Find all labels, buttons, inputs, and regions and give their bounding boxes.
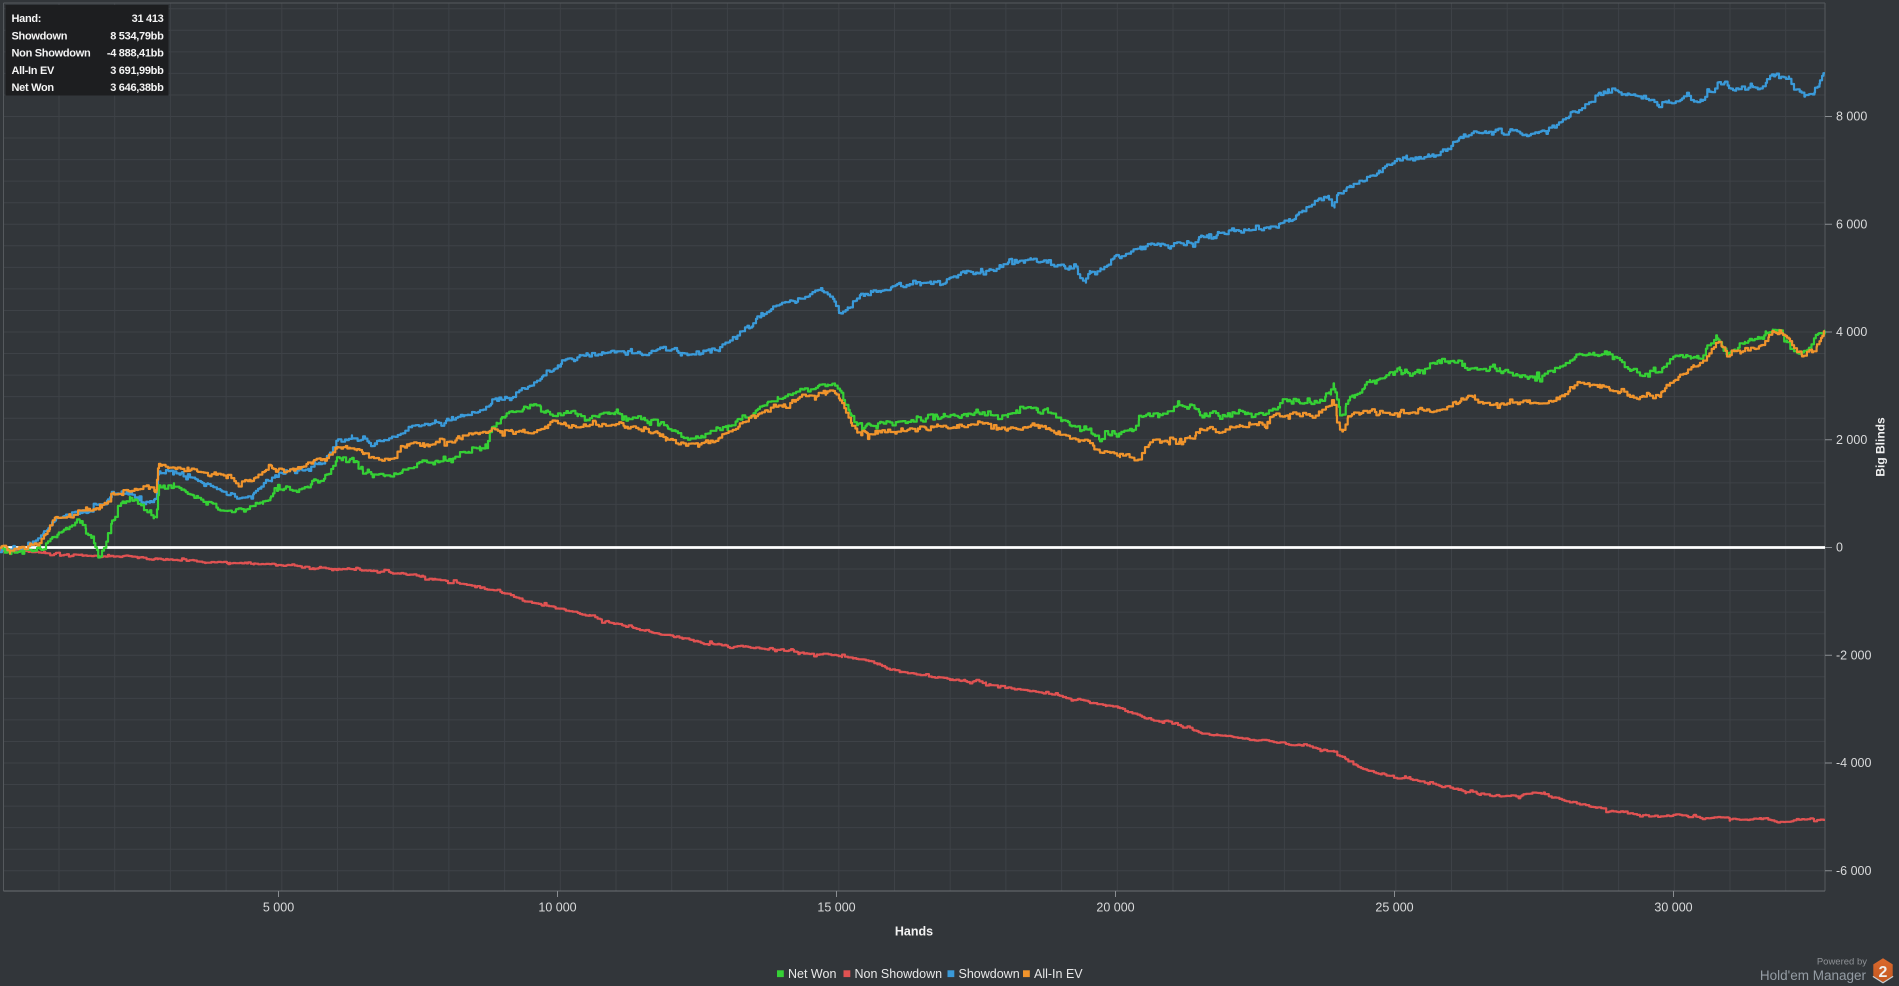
svg-text:25 000: 25 000 [1375, 901, 1413, 915]
svg-text:Big Blinds: Big Blinds [1874, 417, 1888, 477]
svg-text:-6 000: -6 000 [1836, 864, 1871, 878]
svg-text:8 000: 8 000 [1836, 110, 1867, 124]
svg-text:Non Showdown: Non Showdown [12, 48, 91, 60]
svg-text:5 000: 5 000 [263, 901, 294, 915]
svg-text:-4 888,41bb: -4 888,41bb [107, 48, 164, 60]
svg-text:Hold'em Manager: Hold'em Manager [1760, 968, 1867, 983]
svg-text:All-In EV: All-In EV [12, 65, 55, 77]
svg-text:Powered by: Powered by [1817, 957, 1867, 968]
svg-text:30 000: 30 000 [1654, 901, 1692, 915]
svg-text:3 691,99bb: 3 691,99bb [110, 65, 164, 77]
svg-text:Non Showdown: Non Showdown [855, 967, 943, 981]
svg-text:0: 0 [1836, 541, 1843, 555]
svg-text:2 000: 2 000 [1836, 433, 1867, 447]
svg-text:Net Won: Net Won [788, 967, 836, 981]
svg-text:-2 000: -2 000 [1836, 649, 1871, 663]
svg-text:Showdown: Showdown [959, 967, 1020, 981]
svg-text:3 646,38bb: 3 646,38bb [110, 82, 164, 94]
svg-text:6 000: 6 000 [1836, 217, 1867, 231]
svg-text:-4 000: -4 000 [1836, 756, 1871, 770]
svg-text:4 000: 4 000 [1836, 325, 1867, 339]
svg-text:Hand:: Hand: [12, 13, 42, 25]
svg-text:15 000: 15 000 [817, 901, 855, 915]
svg-text:2: 2 [1879, 964, 1888, 981]
svg-text:Hands: Hands [895, 925, 933, 939]
svg-text:31 413: 31 413 [132, 13, 164, 25]
svg-text:20 000: 20 000 [1096, 901, 1134, 915]
svg-text:Showdown: Showdown [12, 30, 68, 42]
svg-text:10 000: 10 000 [538, 901, 576, 915]
svg-text:8 534,79bb: 8 534,79bb [110, 30, 164, 42]
svg-text:Net Won: Net Won [12, 82, 55, 94]
svg-text:All-In EV: All-In EV [1034, 967, 1083, 981]
